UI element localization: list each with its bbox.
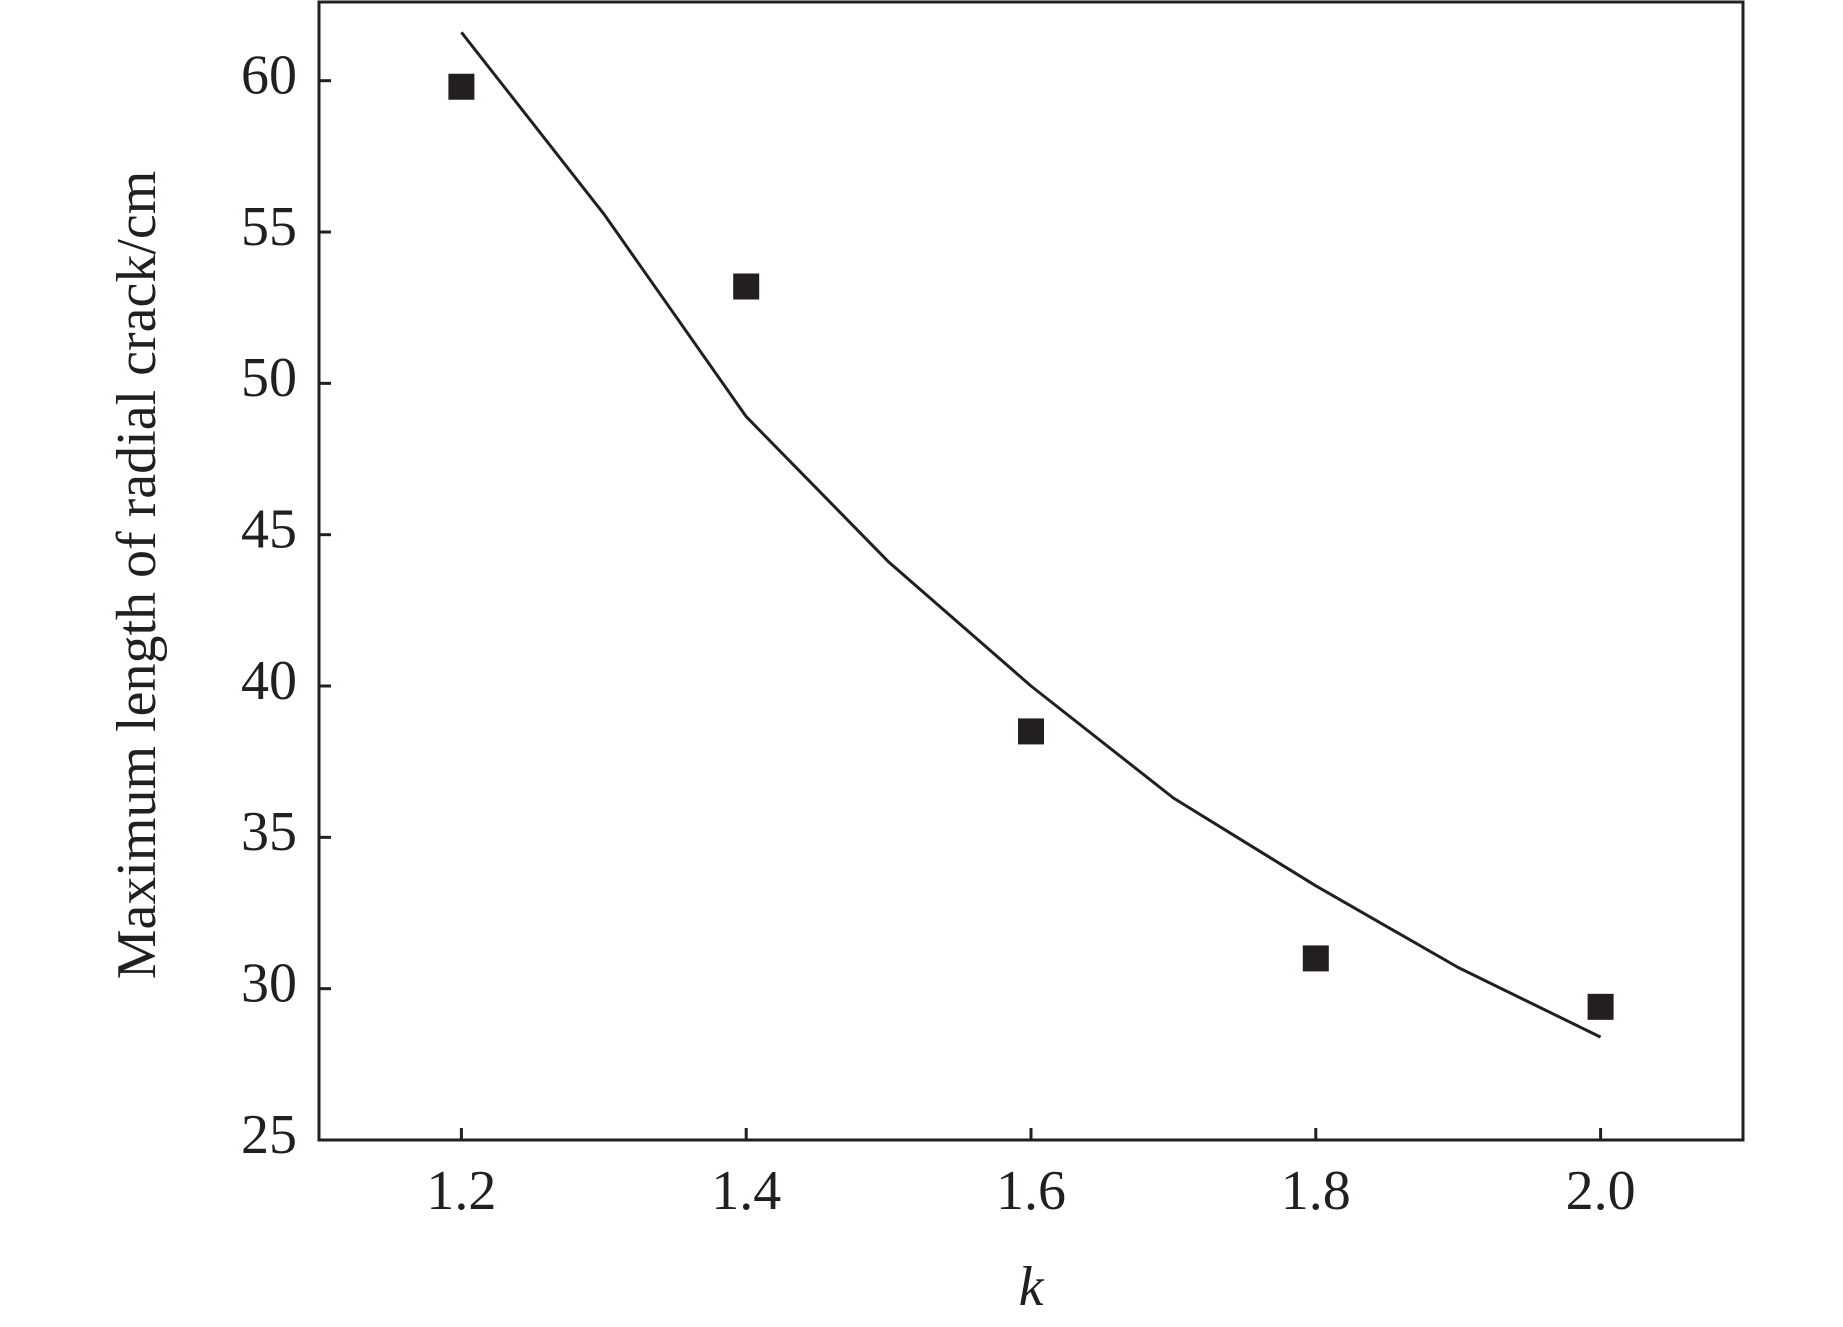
x-tick-label: 1.6 — [996, 1160, 1066, 1222]
y-tick-label: 60 — [241, 45, 297, 107]
data-point — [1018, 718, 1044, 745]
x-tick-label: 1.4 — [711, 1160, 781, 1222]
y-tick-label: 50 — [241, 347, 297, 409]
y-axis-label: Maximum length of radial crack/cm — [106, 171, 168, 980]
data-point — [733, 273, 760, 300]
y-tick-label: 25 — [241, 1104, 297, 1166]
y-tick-label: 40 — [241, 650, 297, 712]
x-tick-label: 1.8 — [1281, 1160, 1351, 1222]
x-axis-label: k — [1019, 1256, 1045, 1318]
data-point — [1302, 945, 1329, 972]
y-tick-label: 45 — [241, 499, 297, 561]
data-point — [448, 73, 475, 100]
y-tick-label: 30 — [241, 953, 297, 1015]
x-tick-label: 2.0 — [1566, 1160, 1636, 1222]
fit-curve — [460, 31, 1602, 1039]
data-point — [1587, 993, 1614, 1020]
x-tick-label: 1.2 — [426, 1160, 496, 1222]
y-tick-label: 35 — [241, 801, 297, 863]
plot-frame — [317, 0, 1745, 1142]
y-tick-label: 55 — [241, 196, 297, 258]
